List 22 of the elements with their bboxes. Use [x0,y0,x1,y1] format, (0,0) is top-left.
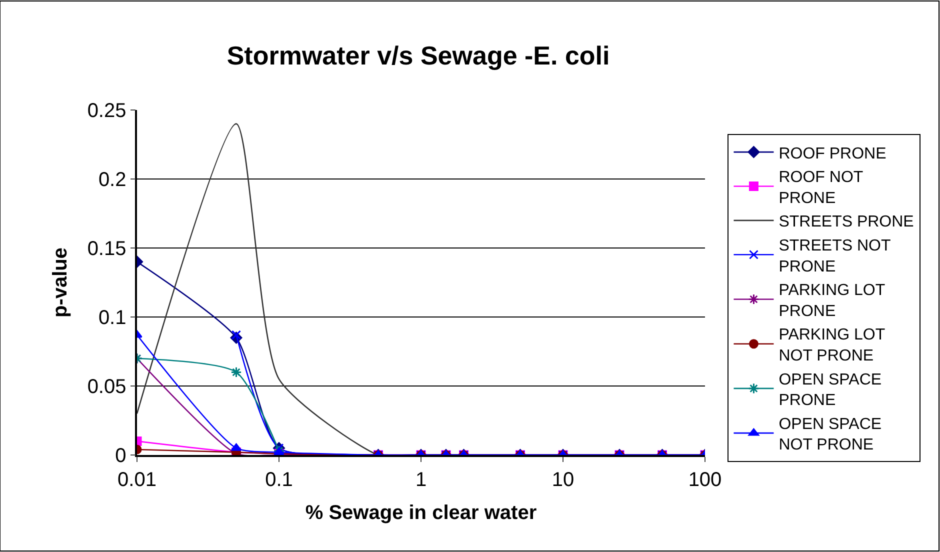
legend-label: ROOF PRONE [778,145,886,162]
y-tick-label: 0.1 [98,307,126,329]
y-tick-label: 0.25 [87,100,126,122]
y-tick-label: 0.05 [87,376,126,398]
x-tick-label: 0.1 [265,468,293,491]
x-tick-label: 0.01 [118,468,156,491]
y-tick-label: 0.2 [98,169,126,191]
legend-label: STREETS PRONE [778,214,914,231]
legend-label: ROOF NOT PRONE [778,169,864,207]
y-tick-label: 0 [115,445,126,467]
legend-label: PARKING LOT NOT PRONE [778,326,886,364]
x-axis-title: % Sewage in clear water [305,502,537,524]
x-tick-label: 100 [688,468,722,491]
chart-title: Stormwater v/s Sewage -E. coli [226,40,610,70]
x-tick-label: 1 [415,468,427,491]
legend-label: PARKING LOT PRONE [778,282,886,320]
legend-label: STREETS NOT PRONE [778,237,891,276]
legend-label: OPEN SPACE PRONE [778,371,882,410]
y-axis-title: p-value [49,247,72,318]
legend-label: OPEN SPACE NOT PRONE [778,416,882,454]
y-tick-label: 0.15 [87,238,126,260]
x-tick-label: 10 [552,468,574,491]
